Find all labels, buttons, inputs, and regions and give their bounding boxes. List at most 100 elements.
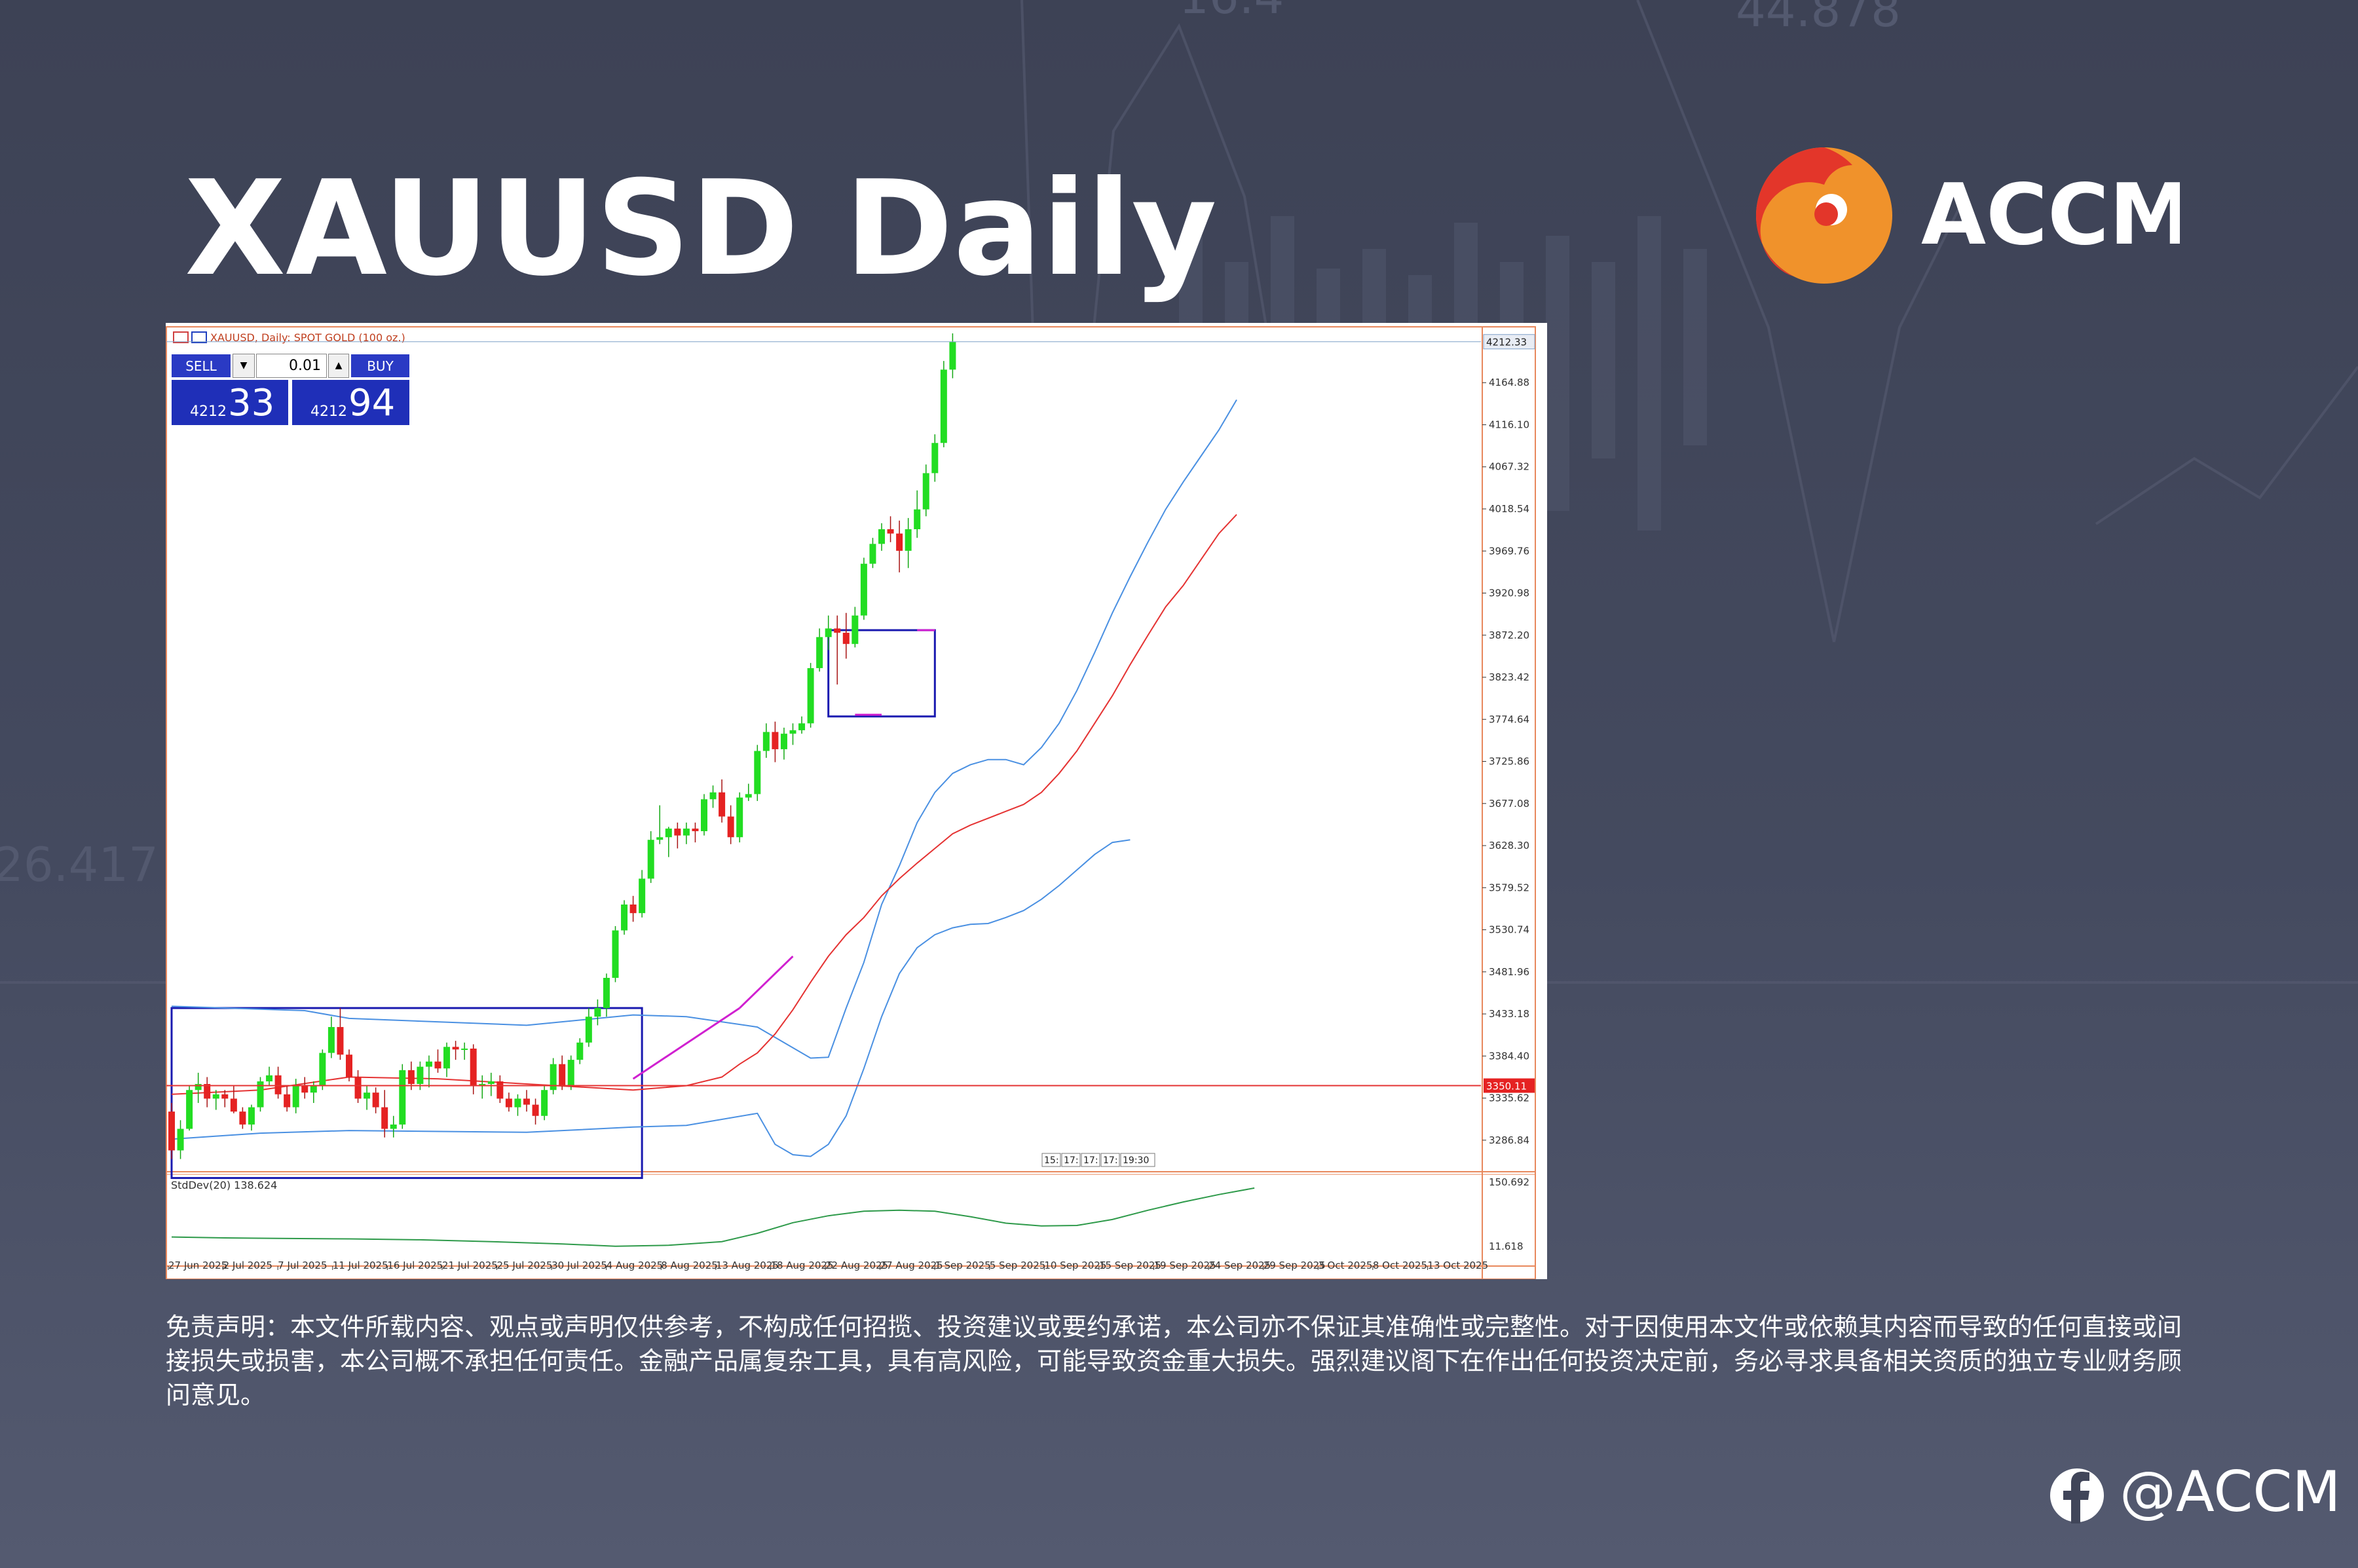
candle — [896, 520, 903, 572]
candle — [639, 870, 646, 918]
candle — [505, 1092, 512, 1112]
time-tag — [1120, 1153, 1155, 1167]
candle-body — [479, 1083, 486, 1086]
candle — [550, 1058, 557, 1094]
candle-body — [860, 563, 867, 616]
candle — [922, 464, 929, 517]
disclaimer-text: 免责声明：本文件所载内容、观点或声明仅供参考，不构成任何招揽、投资建议或要约承诺… — [166, 1313, 2182, 1409]
x-tick-label: 3 Oct 2025 — [1318, 1260, 1372, 1271]
candle-body — [736, 797, 743, 838]
candle-body — [931, 443, 939, 474]
candle — [585, 1008, 592, 1047]
candle — [496, 1075, 504, 1103]
x-tick-label: 15 Sep 2025 — [1099, 1260, 1161, 1271]
stddev-line — [171, 1187, 1255, 1247]
candle-body — [452, 1047, 459, 1050]
candle — [567, 1055, 574, 1091]
x-tick-label: 19 Sep 2025 — [1154, 1260, 1216, 1271]
brand-name: ACCM — [1921, 166, 2180, 264]
y-tick-label: 3286.84 — [1489, 1134, 1529, 1146]
buy-price-prefix: 4212 — [310, 403, 347, 420]
time-tag-label: 17: — [1083, 1155, 1098, 1166]
upper-bollinger-band — [171, 399, 1237, 1059]
y-tick-label: 3433.18 — [1489, 1008, 1529, 1020]
candle-body — [629, 905, 637, 914]
candle-body — [692, 829, 699, 832]
candle-body — [310, 1085, 317, 1093]
sell-button[interactable]: SELL — [171, 354, 231, 378]
lot-increase-button[interactable]: ▲ — [328, 354, 349, 378]
candle-body — [248, 1107, 255, 1125]
sell-price-pips: 33 — [228, 382, 275, 424]
time-tag-label: 19:30 — [1123, 1155, 1149, 1166]
candle — [364, 1085, 371, 1110]
candle-body — [842, 633, 850, 644]
candle-body — [407, 1070, 415, 1084]
candle-body — [789, 730, 796, 734]
x-tick-label: 7 Jul 2025 — [278, 1260, 327, 1271]
candle-body — [914, 509, 921, 530]
lot-decrease-button[interactable]: ▼ — [233, 354, 255, 378]
candle-body — [257, 1081, 264, 1108]
candle-body — [807, 668, 814, 724]
sell-price-display[interactable]: 4212 33 — [171, 379, 289, 426]
lower-bollinger-band — [171, 839, 1131, 1157]
candle-body — [434, 1061, 441, 1069]
candle-body — [354, 1077, 362, 1099]
candle-body — [896, 533, 903, 551]
candle-body — [230, 1098, 237, 1112]
candle-body — [186, 1090, 193, 1129]
y-tick-label: 3969.76 — [1489, 545, 1529, 557]
candle-body — [461, 1048, 468, 1050]
x-tick-label: 25 Jul 2025 — [497, 1260, 553, 1271]
candle — [346, 1049, 352, 1082]
y-tick-label: 4116.10 — [1489, 419, 1529, 430]
candle-body — [541, 1090, 548, 1116]
candle-body — [852, 615, 859, 644]
candle — [701, 794, 707, 836]
horizontal-line-label: 3350.11 — [1486, 1080, 1527, 1092]
lot-size-input[interactable]: 0.01 — [256, 354, 327, 378]
candle-body — [639, 878, 646, 914]
candle — [647, 831, 654, 884]
candle — [479, 1075, 486, 1099]
candle-body — [603, 977, 610, 1009]
candle-body — [284, 1094, 291, 1108]
candle — [869, 538, 876, 569]
indicator-min-label: 11.618 — [1489, 1241, 1524, 1252]
x-tick-label: 24 Sep 2025 — [1208, 1260, 1271, 1271]
candle — [612, 925, 619, 982]
y-tick-label: 4067.32 — [1489, 461, 1529, 473]
indicator-max-label: 150.692 — [1489, 1176, 1529, 1188]
candle — [514, 1094, 521, 1116]
candle — [905, 517, 912, 569]
y-tick-label: 3920.98 — [1489, 588, 1529, 599]
y-tick-label: 3677.08 — [1489, 798, 1529, 810]
candle-body — [523, 1098, 530, 1105]
candle — [780, 727, 787, 760]
x-tick-label: 5 Sep 2025 — [990, 1260, 1046, 1271]
candle-body — [496, 1081, 504, 1099]
candle — [248, 1104, 255, 1131]
price-chart[interactable]: XAUUSD, Daily: SPOT GOLD (100 oz.) 3350.… — [166, 323, 1547, 1279]
x-tick-label: 8 Aug 2025 — [661, 1260, 718, 1271]
candle-body — [834, 628, 841, 633]
buy-button[interactable]: BUY — [350, 354, 410, 378]
candle-body — [417, 1066, 424, 1084]
one-click-trade-panel: SELL ▼ 0.01 ▲ BUY 4212 33 4212 94 — [171, 354, 410, 426]
bg-number-mid: 16.4 — [1179, 0, 1284, 24]
y-tick-label: 4018.54 — [1489, 503, 1529, 515]
candle — [834, 615, 841, 685]
candle-body — [337, 1027, 344, 1055]
candle-body — [656, 837, 664, 840]
candle — [319, 1049, 326, 1091]
candle — [381, 1090, 388, 1138]
candle — [789, 723, 796, 745]
candle — [284, 1085, 291, 1112]
x-tick-label: 13 Aug 2025 — [716, 1260, 779, 1271]
time-tag — [1041, 1153, 1061, 1167]
candle-body — [621, 905, 628, 931]
candle-body — [487, 1081, 495, 1084]
buy-price-display[interactable]: 4212 94 — [291, 379, 410, 426]
candle — [683, 822, 690, 844]
